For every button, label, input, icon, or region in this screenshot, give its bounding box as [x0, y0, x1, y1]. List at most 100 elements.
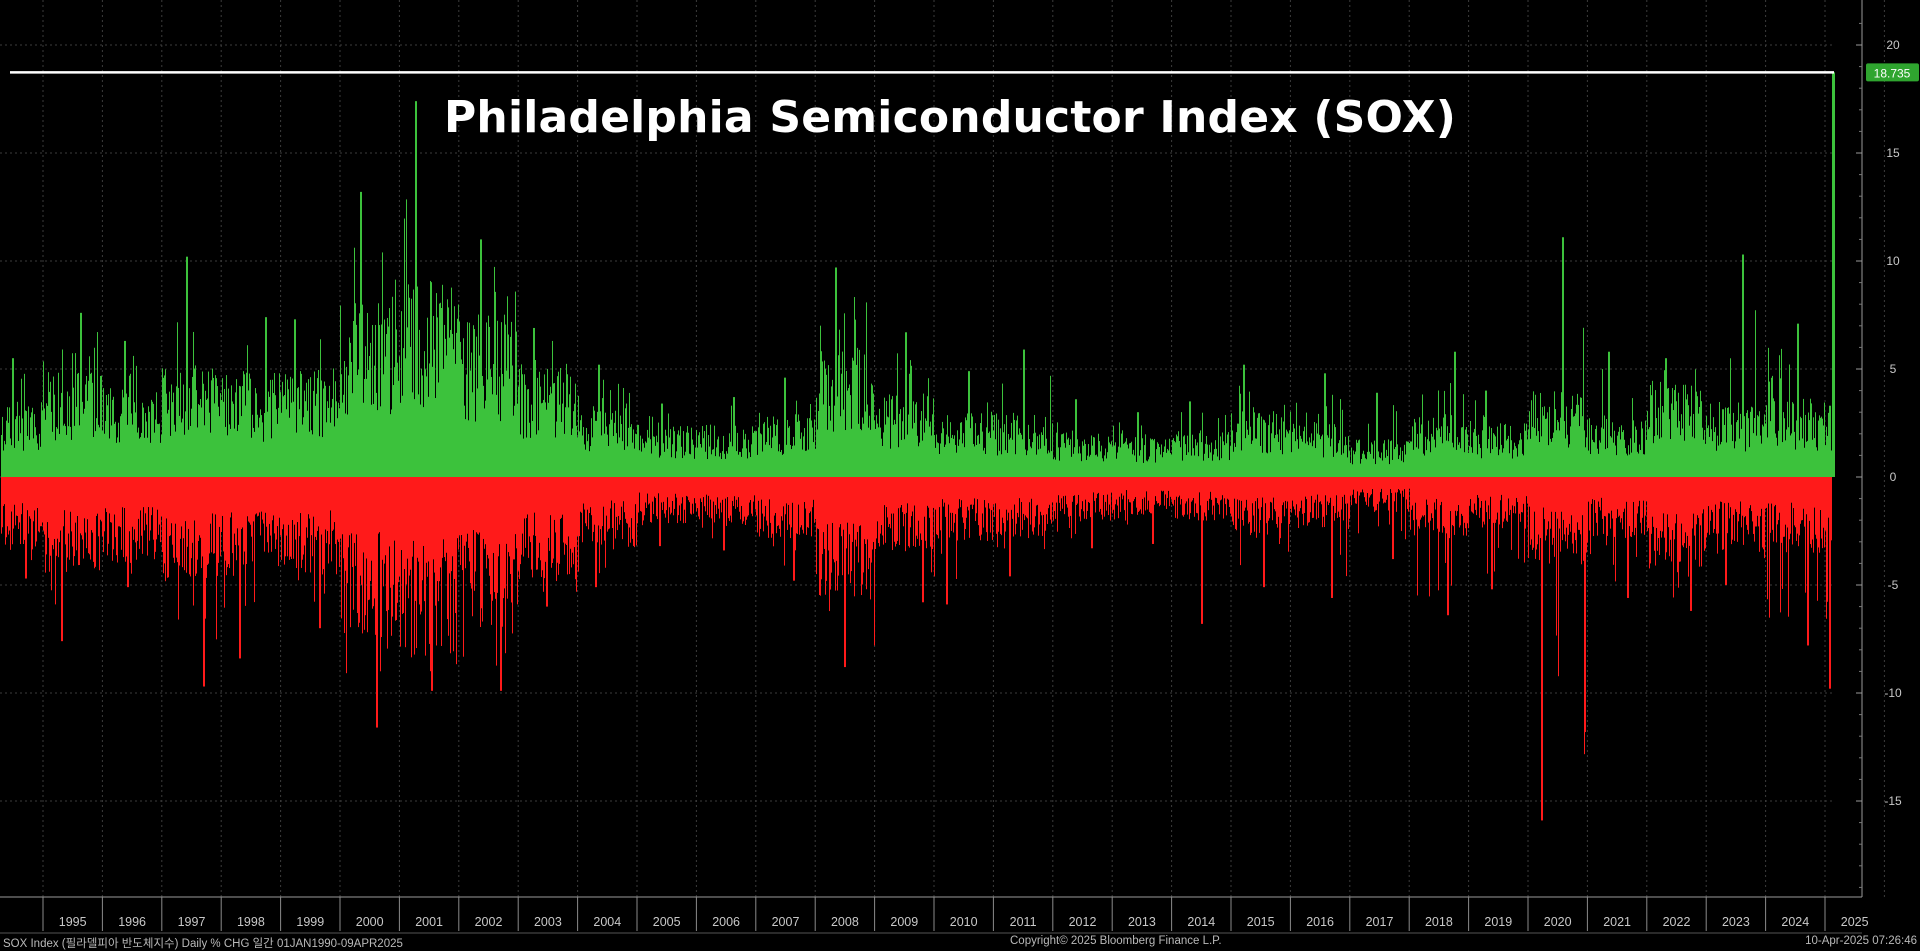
gain-bar — [269, 396, 270, 477]
gain-bar — [1134, 455, 1135, 477]
gain-bar — [1125, 441, 1126, 477]
loss-bar — [232, 477, 233, 554]
gain-bar — [1364, 454, 1365, 477]
loss-bar — [1063, 477, 1064, 497]
gain-bar — [1078, 453, 1079, 477]
gain-bar — [1730, 358, 1731, 477]
loss-bar — [356, 477, 357, 535]
gain-bar — [1068, 437, 1069, 477]
gain-bar — [1469, 445, 1470, 477]
loss-bar — [1474, 477, 1475, 504]
loss-bar — [371, 477, 372, 561]
gain-bar — [105, 421, 106, 477]
gain-bar — [1360, 463, 1361, 477]
loss-bar — [1114, 477, 1115, 520]
gain-bar — [1423, 453, 1424, 477]
gain-bar — [1104, 455, 1105, 477]
gain-bar — [1283, 421, 1284, 477]
loss-bar — [99, 477, 100, 571]
gain-bar — [1551, 441, 1552, 477]
gain-bar — [341, 374, 342, 477]
loss-bar — [1399, 477, 1400, 491]
loss-bar — [963, 477, 964, 523]
gain-bar — [486, 322, 487, 477]
loss-bar — [606, 477, 607, 516]
gain-bar — [1785, 440, 1786, 477]
gain-bar — [868, 427, 869, 477]
gain-bar — [1735, 441, 1736, 477]
loss-spike — [61, 477, 63, 642]
gain-bar — [945, 444, 946, 477]
loss-bar — [1187, 477, 1188, 515]
loss-bar — [820, 477, 821, 596]
gain-bar — [345, 413, 346, 477]
loss-bar — [821, 477, 822, 580]
gain-bar — [1559, 430, 1560, 477]
gain-bar — [823, 404, 824, 477]
gain-bar — [1241, 450, 1242, 477]
gain-bar — [1060, 447, 1061, 477]
loss-bar — [903, 477, 904, 527]
gain-bar — [71, 439, 72, 477]
gain-bar — [1737, 420, 1738, 477]
loss-bar — [1279, 477, 1280, 545]
loss-bar — [1025, 477, 1026, 516]
gain-bar — [396, 329, 397, 477]
gain-bar — [1487, 448, 1488, 477]
loss-bar — [1315, 477, 1316, 500]
loss-bar — [534, 477, 535, 513]
loss-bar — [1659, 477, 1660, 555]
loss-bar — [20, 477, 21, 545]
gain-bar — [1022, 439, 1023, 477]
loss-bar — [692, 477, 693, 504]
gain-bar — [101, 375, 102, 477]
gain-bar — [973, 444, 974, 477]
loss-bar — [875, 477, 876, 550]
gain-bar — [1596, 425, 1597, 477]
loss-bar — [1654, 477, 1655, 551]
loss-bar — [552, 477, 553, 564]
gain-bar — [267, 411, 268, 477]
gain-bar — [798, 414, 799, 477]
loss-bar — [436, 477, 437, 646]
loss-bar — [512, 477, 513, 634]
loss-bar — [1166, 477, 1167, 509]
gain-bar — [310, 377, 311, 477]
gain-bar — [268, 391, 269, 477]
gain-bar — [970, 428, 971, 477]
gain-bar — [985, 453, 986, 477]
loss-bar — [441, 477, 442, 646]
gain-bar — [1763, 426, 1764, 477]
loss-bar — [1468, 477, 1469, 529]
gain-bar — [270, 379, 271, 477]
gain-bar — [263, 441, 264, 477]
gain-spike — [905, 332, 907, 477]
gain-bar — [1415, 422, 1416, 477]
loss-bar — [1127, 477, 1128, 525]
gain-bar — [1521, 439, 1522, 477]
loss-bar — [1359, 477, 1360, 496]
loss-bar — [1167, 477, 1168, 499]
loss-bar — [1173, 477, 1174, 506]
loss-bar — [1205, 477, 1206, 517]
loss-bar — [1819, 477, 1820, 553]
gain-bar — [877, 423, 878, 477]
gain-bar — [892, 396, 893, 477]
loss-bar — [132, 477, 133, 527]
loss-bar — [1589, 477, 1590, 531]
gain-bar — [1810, 398, 1811, 477]
gain-bar — [507, 296, 508, 477]
loss-bar — [1159, 477, 1160, 507]
gain-bar — [1277, 434, 1278, 477]
gain-bar — [2, 416, 3, 477]
gain-bar — [413, 289, 414, 477]
loss-bar — [226, 477, 227, 576]
loss-bar — [1444, 477, 1445, 528]
loss-bar — [1189, 477, 1190, 520]
loss-bar — [1794, 477, 1795, 526]
gain-bar — [143, 407, 144, 477]
loss-bar — [996, 477, 997, 534]
gain-bar — [1035, 432, 1036, 477]
gain-bar — [312, 434, 313, 477]
loss-bar — [264, 477, 265, 552]
